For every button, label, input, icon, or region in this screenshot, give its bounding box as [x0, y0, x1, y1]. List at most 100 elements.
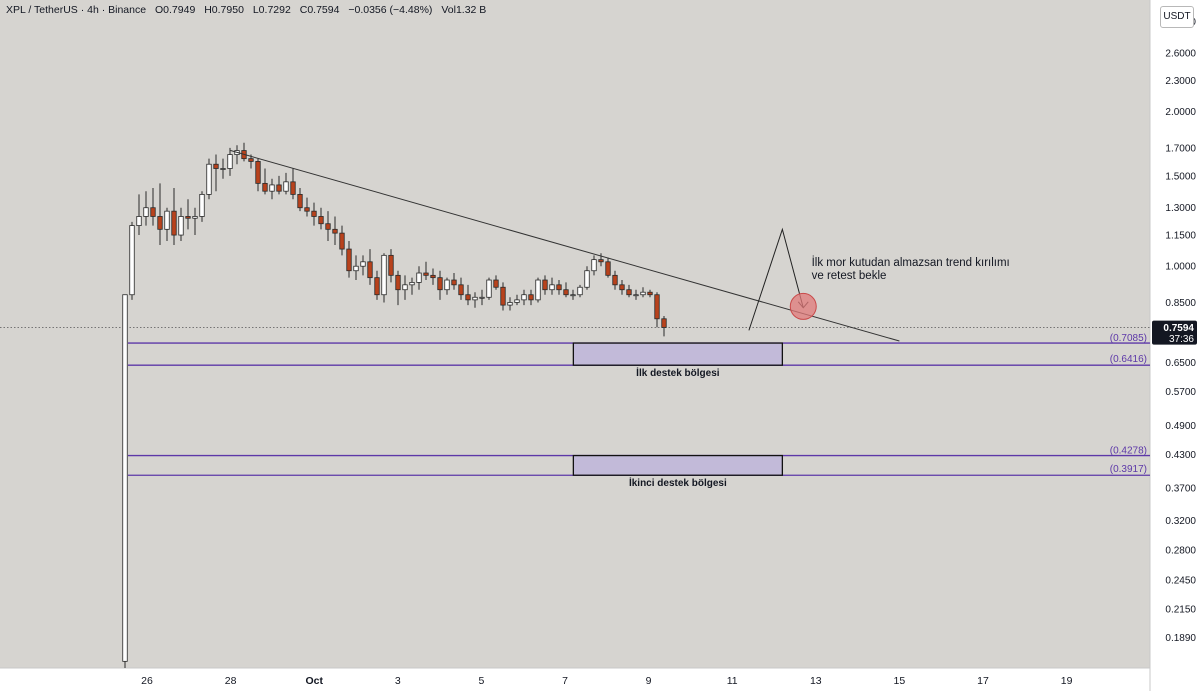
candle-body — [430, 274, 436, 279]
candle-body — [283, 181, 289, 192]
y-tick-label: 2.3000 — [1165, 76, 1196, 87]
candle-body — [612, 274, 618, 286]
currency-button[interactable]: USDT — [1160, 6, 1194, 28]
x-tick-label: 7 — [562, 675, 568, 687]
candle-body — [388, 254, 394, 276]
candle-body — [255, 161, 261, 184]
candle-body — [563, 289, 569, 296]
candle-body — [423, 272, 429, 276]
x-tick-label: Oct — [305, 675, 323, 687]
candle-body — [360, 261, 366, 267]
candle-body — [192, 216, 198, 219]
high-value: H0.7950 — [204, 4, 244, 16]
retest-marker — [789, 292, 817, 320]
candle-body — [374, 277, 380, 296]
support-zone-label: İlk destek bölgesi — [636, 366, 720, 379]
candle-body — [437, 277, 443, 291]
candle-body — [521, 294, 527, 301]
candle-body — [479, 296, 485, 299]
support-zone-label: İkinci destek bölgesi — [629, 476, 727, 489]
candle-body — [381, 254, 387, 296]
candle-body — [248, 158, 254, 162]
y-tick-label: 0.8500 — [1165, 298, 1196, 309]
candle-body — [297, 194, 303, 209]
candle-body — [269, 184, 275, 192]
candle-body — [535, 279, 541, 301]
candle-body — [353, 265, 359, 272]
candle-body — [661, 318, 667, 328]
x-tick-label: 19 — [1061, 675, 1073, 687]
y-tick-label: 1.7000 — [1165, 143, 1196, 154]
y-tick-label: 0.3700 — [1165, 483, 1196, 494]
candle-body — [157, 216, 163, 230]
candle-body — [549, 284, 555, 291]
candle-body — [444, 279, 450, 291]
x-tick-label: 17 — [977, 675, 989, 687]
current-price-value: 0.7594 — [1163, 323, 1194, 334]
candle-body — [150, 207, 156, 217]
y-tick-label: 1.1500 — [1165, 231, 1196, 242]
candle-body — [605, 261, 611, 276]
close-value: C0.7594 — [299, 4, 340, 16]
candle-body — [346, 248, 352, 272]
candle-body — [507, 302, 513, 306]
candle-body — [199, 194, 205, 217]
candle-body — [332, 228, 338, 234]
candle-countdown: 37:36 — [1169, 334, 1194, 345]
symbol-label[interactable]: XPL / TetherUS · 4h · Binance — [6, 4, 147, 16]
current-price-tag — [1152, 320, 1197, 345]
candle-body — [528, 294, 534, 301]
x-tick-label: 3 — [395, 675, 401, 687]
candle-body — [318, 216, 324, 225]
candle-body — [472, 296, 478, 301]
candle-body — [500, 286, 506, 306]
candle-body — [626, 289, 632, 296]
y-tick-label: 1.3000 — [1165, 203, 1196, 214]
y-tick-label: 0.5700 — [1165, 387, 1196, 398]
candle-body — [598, 259, 604, 263]
volume-value: Vol1.32 B — [441, 4, 487, 16]
candle-body — [654, 294, 660, 320]
candle-body — [227, 154, 233, 169]
candle-body — [220, 168, 226, 170]
candle-body — [325, 223, 331, 230]
x-tick-label: 26 — [141, 675, 153, 687]
x-tick-label: 11 — [727, 675, 738, 687]
candle-body — [164, 210, 170, 230]
candle-body — [451, 279, 457, 286]
y-tick-label: 0.3200 — [1165, 516, 1196, 527]
x-tick-label: 5 — [478, 675, 484, 687]
candle-body — [185, 216, 191, 219]
y-tick-label: 0.1890 — [1165, 633, 1196, 644]
symbol-header: XPL / TetherUS · 4h · Binance O0.7949 H0… — [6, 4, 492, 16]
candle-body — [276, 184, 282, 192]
candle-body — [206, 163, 212, 195]
y-tick-label: 1.0000 — [1165, 262, 1196, 273]
candle-body — [311, 210, 317, 217]
candle-body — [122, 294, 128, 662]
x-tick-label: 15 — [894, 675, 906, 687]
support-zone-box — [572, 342, 784, 366]
y-tick-label: 1.5000 — [1165, 171, 1196, 182]
x-tick-label: 28 — [225, 675, 237, 687]
y-tick-label: 2.6000 — [1165, 49, 1196, 60]
annotation-line-2: ve retest bekle — [812, 270, 887, 282]
candle-body — [542, 279, 548, 291]
x-tick-label: 9 — [646, 675, 652, 687]
candle-body — [633, 294, 639, 297]
candle-body — [640, 291, 646, 296]
candle-body — [619, 284, 625, 291]
candle-body — [409, 282, 415, 286]
candle-body — [339, 232, 345, 250]
price-axis-background — [1150, 0, 1199, 691]
candle-body — [577, 286, 583, 296]
candle-body — [458, 284, 464, 296]
candle-body — [129, 225, 135, 296]
y-tick-label: 0.4900 — [1165, 421, 1196, 432]
y-tick-label: 2.0000 — [1165, 107, 1196, 118]
candle-body — [591, 259, 597, 272]
candle-body — [486, 279, 492, 298]
candle-body — [136, 216, 142, 226]
support-zone-box — [572, 454, 784, 476]
